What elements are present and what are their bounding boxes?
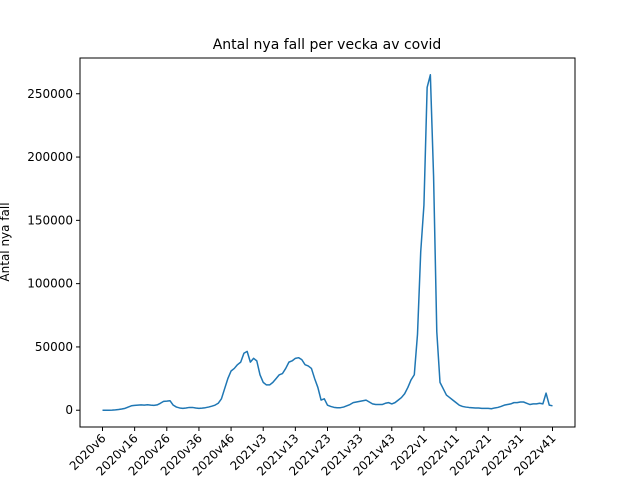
chart-title: Antal nya fall per vecka av covid	[213, 37, 442, 53]
y-tick-label: 50000	[35, 340, 73, 354]
y-tick-label: 100000	[27, 277, 73, 291]
y-tick-label: 150000	[27, 213, 73, 227]
data-line	[102, 74, 553, 411]
plot-area	[79, 57, 576, 428]
y-axis-label: Antal nya fall	[0, 202, 12, 281]
y-tick-label: 0	[65, 403, 73, 417]
y-tick-label: 200000	[27, 150, 73, 164]
y-tick-label: 250000	[27, 87, 73, 101]
